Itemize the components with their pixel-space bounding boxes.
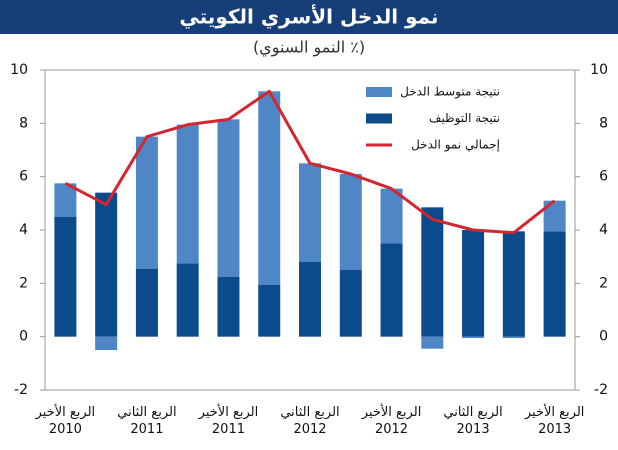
- chart-title: نمو الدخل الأسري الكويتي: [179, 4, 438, 30]
- bar: [421, 207, 444, 337]
- bar: [176, 124, 199, 264]
- bar: [380, 243, 403, 337]
- bar: [54, 216, 77, 337]
- bar: [462, 336, 485, 338]
- legend-label: إجمالي نمو الدخل: [411, 138, 500, 153]
- legend-label: نتيجة التوظيف: [429, 111, 500, 126]
- y2-tick-label: 8: [599, 115, 608, 131]
- bar: [176, 263, 199, 337]
- bar: [502, 231, 525, 337]
- bar: [339, 270, 362, 337]
- bar: [54, 183, 77, 217]
- y-tick-label: 0: [19, 329, 28, 345]
- y-tick-label: 10: [10, 62, 28, 78]
- bar: [258, 284, 281, 337]
- bar: [339, 174, 362, 270]
- bar: [135, 268, 158, 337]
- bar: [502, 336, 525, 338]
- y-tick-label: 6: [19, 169, 28, 185]
- x-tick-label: الربع الأخير 2013: [524, 405, 585, 437]
- title-bar: [0, 0, 618, 34]
- y2-tick-label: -2: [594, 382, 608, 398]
- y2-tick-label: 10: [590, 62, 608, 78]
- bar: [258, 91, 281, 285]
- x-tick-label: الربع الثاني 2011: [117, 405, 177, 437]
- bar: [217, 119, 240, 277]
- x-tick-label: الربع الثاني 2013: [443, 405, 503, 437]
- bar: [299, 262, 321, 337]
- bar: [380, 188, 403, 244]
- bar: [135, 136, 158, 269]
- y2-tick-label: 4: [599, 222, 608, 238]
- bar: [95, 192, 118, 337]
- y-tick-label: 2: [19, 275, 28, 291]
- bar: [217, 276, 240, 337]
- x-tick-label: الربع الأخير 2012: [361, 405, 422, 437]
- legend-swatch: [366, 87, 392, 97]
- bar: [543, 231, 566, 337]
- bar: [299, 163, 321, 262]
- bar: [95, 336, 118, 350]
- x-tick-label: الربع الأخير 2010: [35, 405, 96, 437]
- legend-label: نتيجة متوسط الدخل: [400, 85, 500, 100]
- y-tick-label: 4: [19, 222, 28, 238]
- bar: [462, 230, 485, 337]
- y-tick-label: 8: [19, 115, 28, 131]
- bar: [543, 200, 566, 232]
- x-tick-label: الربع الثاني 2012: [280, 405, 340, 437]
- legend-swatch: [366, 113, 392, 124]
- chart-subtitle: (٪ النمو السنوي): [253, 38, 365, 58]
- y-tick-label: -2: [14, 382, 28, 398]
- y2-tick-label: 0: [599, 329, 608, 345]
- y2-tick-label: 6: [599, 169, 608, 185]
- line: [64, 89, 556, 235]
- bar: [421, 336, 444, 349]
- x-tick-label: الربع الأخير 2011: [198, 405, 259, 437]
- y2-tick-label: 2: [599, 275, 608, 291]
